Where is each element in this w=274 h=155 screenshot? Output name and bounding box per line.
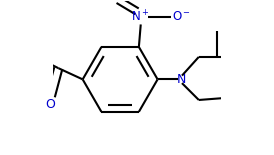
Text: N: N	[176, 73, 186, 86]
Text: O$^-$: O$^-$	[172, 10, 190, 23]
Text: O: O	[45, 98, 55, 111]
Text: N$^+$: N$^+$	[132, 9, 150, 25]
